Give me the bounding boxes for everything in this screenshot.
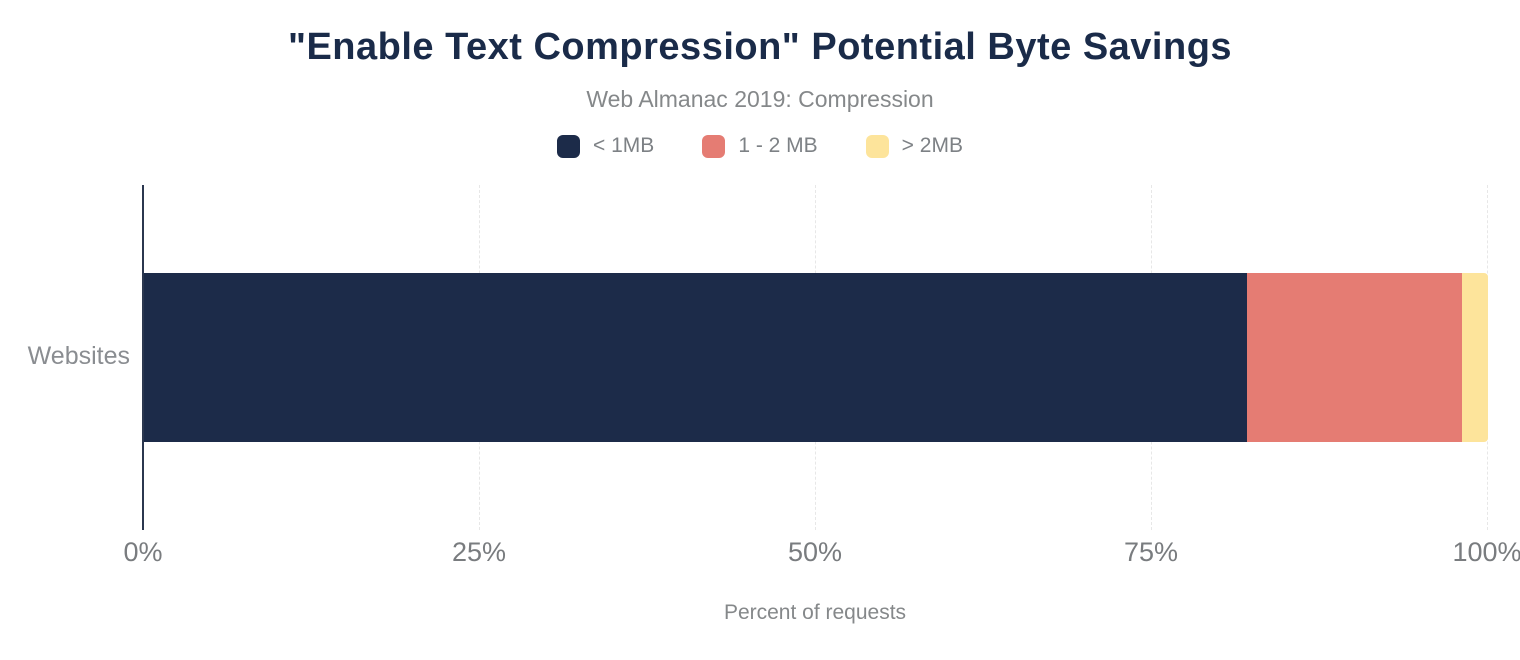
legend-swatch-icon (702, 134, 726, 158)
stacked-bar (144, 273, 1488, 442)
y-axis-line (142, 185, 144, 530)
bar-segment-0[interactable] (144, 273, 1248, 442)
legend-label: 1 - 2 MB (738, 134, 818, 157)
chart-subtitle: Web Almanac 2019: Compression (586, 86, 934, 112)
legend-swatch-icon (865, 134, 889, 158)
x-tick-label-25: 25% (451, 537, 507, 567)
legend-item-0[interactable]: < 1MB (557, 134, 654, 158)
x-tick-label-100: 100% (1452, 537, 1520, 567)
legend-swatch-icon (557, 134, 581, 158)
plot-area (142, 185, 1488, 530)
x-tick-label-75: 75% (1123, 537, 1179, 567)
legend-label: < 1MB (593, 134, 655, 157)
x-tick-label-0: 0% (123, 537, 163, 567)
x-axis-title: Percent of requests (723, 601, 907, 624)
legend-item-1[interactable]: 1 - 2 MB (702, 134, 818, 158)
chart-title: "Enable Text Compression" Potential Byte… (287, 26, 1233, 68)
bar-segment-2[interactable] (1462, 273, 1488, 442)
legend: < 1MB 1 - 2 MB > 2MB (0, 134, 1520, 158)
x-tick-label-50: 50% (787, 537, 843, 567)
bar-segment-1[interactable] (1247, 273, 1463, 442)
legend-item-2[interactable]: > 2MB (865, 134, 963, 158)
legend-label: > 2MB (901, 134, 963, 157)
y-category-label: Websites (27, 342, 130, 370)
